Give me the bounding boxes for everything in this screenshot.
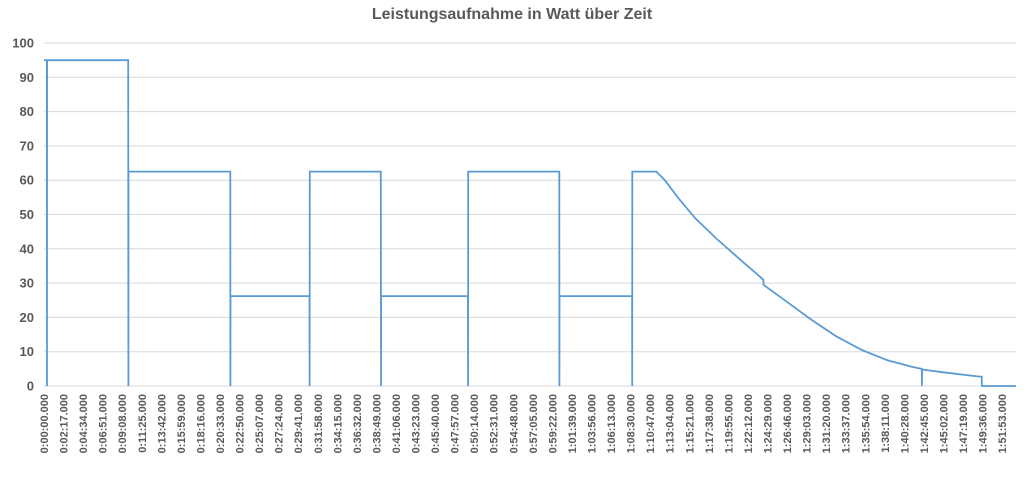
x-tick-label: 0:45:40.000 [430,394,442,453]
x-tick-label: 1:03:56.000 [587,394,599,453]
x-tick-label: 1:31:20.000 [821,394,833,453]
x-tick-label: 1:17:38.000 [704,394,716,453]
x-tick-label: 0:27:24.000 [274,394,286,453]
x-tick-label: 0:38:49.000 [371,394,383,453]
x-tick-label: 0:06:51.000 [98,394,110,453]
x-tick-label: 0:54:48.000 [508,394,520,453]
y-tick-label: 40 [20,241,34,256]
chart-title: Leistungsaufnahme in Watt über Zeit [371,6,653,23]
y-tick-label: 20 [20,310,34,325]
x-tick-label: 0:25:07.000 [254,394,266,453]
x-tick-label: 0:57:05.000 [528,394,540,453]
x-tick-label: 0:41:06.000 [391,394,403,453]
x-tick-label: 0:02:17.000 [59,394,71,453]
x-tick-label: 0:22:50.000 [235,394,247,453]
x-tick-label: 0:59:22.000 [547,394,559,453]
x-tick-label: 1:38:11.000 [880,394,892,453]
x-tick-label: 0:11:25.000 [137,394,149,453]
x-tick-label: 0:43:23.000 [411,394,423,453]
y-tick-label: 30 [20,276,34,291]
x-tick-label: 1:51:53.000 [997,394,1009,453]
x-tick-label: 0:15:59.000 [176,394,188,453]
y-tick-label: 0 [27,379,34,394]
x-tick-label: 1:49:36.000 [978,394,990,453]
x-tick-label: 0:18:16.000 [195,394,207,453]
x-tick-label: 1:19:55.000 [723,394,735,453]
x-tick-label: 1:22:12.000 [743,394,755,453]
x-tick-label: 1:42:45.000 [919,394,931,453]
x-tick-label: 0:29:41.000 [293,394,305,453]
x-tick-label: 0:04:34.000 [78,394,90,453]
x-tick-label: 0:31:58.000 [313,394,325,453]
y-tick-label: 10 [20,344,34,359]
x-tick-label: 0:47:57.000 [450,394,462,453]
x-tick-label: 1:06:13.000 [606,394,618,453]
x-tick-label: 0:00:00.000 [39,394,51,453]
x-tick-label: 1:35:54.000 [860,394,872,453]
y-tick-label: 80 [20,104,34,119]
x-tick-label: 0:34:15.000 [332,394,344,453]
x-tick-label: 0:09:08.000 [117,394,129,453]
y-tick-label: 50 [20,207,34,222]
x-tick-label: 1:08:30.000 [626,394,638,453]
y-tick-label: 70 [20,138,34,153]
x-tick-label: 0:52:31.000 [489,394,501,453]
x-tick-label: 1:01:39.000 [567,394,579,453]
x-tick-label: 1:15:21.000 [684,394,696,453]
x-tick-label: 1:26:46.000 [782,394,794,453]
x-tick-label: 1:13:04.000 [665,394,677,453]
x-tick-label: 0:20:33.000 [215,394,227,453]
y-tick-label: 100 [12,36,34,51]
x-tick-label: 1:29:03.000 [802,394,814,453]
x-tick-label: 1:24:29.000 [763,394,775,453]
x-tick-label: 0:13:42.000 [156,394,168,453]
y-tick-label: 90 [20,70,34,85]
x-tick-label: 1:10:47.000 [645,394,657,453]
x-tick-label: 1:33:37.000 [841,394,853,453]
x-tick-label: 1:47:19.000 [958,394,970,453]
x-tick-label: 0:36:32.000 [352,394,364,453]
series-line [44,59,1016,387]
x-tick-label: 1:45:02.000 [938,394,950,453]
y-tick-label: 60 [20,173,34,188]
x-tick-label: 0:50:14.000 [469,394,481,453]
x-tick-label: 1:40:28.000 [899,394,911,453]
